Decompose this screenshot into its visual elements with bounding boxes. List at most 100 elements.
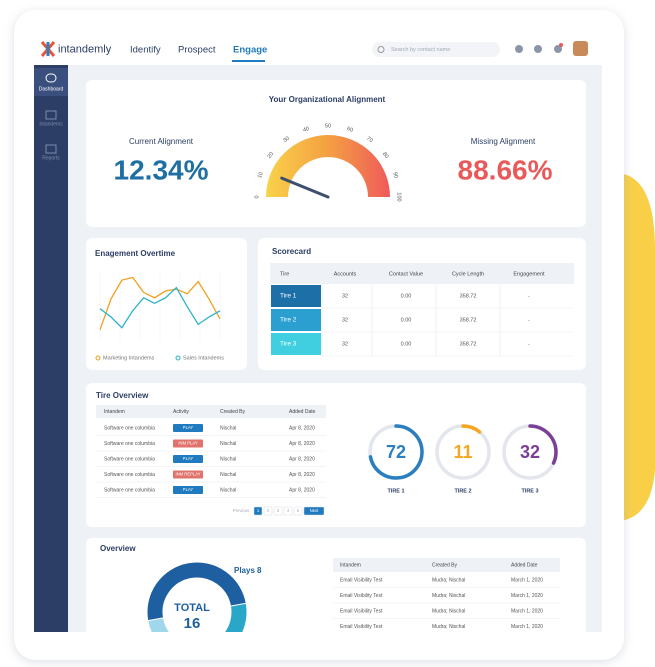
page-label[interactable]: 1	[257, 508, 260, 513]
ring-arc	[528, 424, 558, 465]
brand: intandemly	[58, 43, 112, 55]
tire-overview-card	[86, 383, 586, 527]
page-label[interactable]: 2	[267, 508, 270, 513]
page-button[interactable]	[293, 506, 303, 516]
gauge-tick-label: 80	[381, 151, 389, 159]
column-header: Created By	[220, 409, 246, 415]
search-placeholder: Search by contact name	[391, 47, 450, 53]
sidebar-link[interactable]: Intandems	[39, 121, 63, 127]
gauge-tick-label: 0	[254, 195, 260, 198]
table-cell: 358.72	[460, 341, 477, 347]
page-button[interactable]	[253, 506, 263, 516]
table-cell: Tire 1	[280, 293, 297, 300]
activity-label: PLAY	[183, 487, 194, 492]
card-title: Overview	[100, 544, 136, 553]
card-title: Tire Overview	[96, 391, 149, 400]
activity-label: INM PLAY	[178, 441, 197, 446]
card-title: Your Organizational Alignment	[269, 95, 386, 104]
table-cell: Apr 8, 2020	[289, 456, 315, 462]
gauge-tick-label: 90	[391, 171, 399, 179]
activity-badge	[173, 424, 203, 432]
column-header: Created By	[432, 562, 458, 568]
ring-arc	[368, 424, 424, 480]
notify-icon[interactable]	[554, 45, 562, 53]
ring-label: TIRE 1	[387, 488, 404, 494]
legend-swatch	[175, 355, 181, 361]
table-cell: Apr 8, 2020	[289, 472, 315, 478]
page-label[interactable]: Previous	[233, 508, 249, 513]
page-button[interactable]	[273, 506, 283, 516]
column-header: Accounts	[334, 271, 357, 277]
ring-label: TIRE 3	[521, 488, 538, 494]
ring-value: 72	[386, 442, 406, 462]
sidebar-link[interactable]: Reports	[42, 155, 60, 161]
table-cell: -	[528, 317, 530, 323]
page-button[interactable]	[263, 506, 273, 516]
table-cell: Nischal	[220, 487, 236, 493]
table-cell: March 1, 2020	[511, 593, 543, 599]
metric-value: 12.34%	[114, 154, 209, 185]
column-header: Intandem	[340, 562, 361, 568]
ring-label: TIRE 2	[454, 488, 471, 494]
nav-link[interactable]: Engage	[233, 45, 267, 56]
donut-segment	[147, 617, 171, 632]
donut-segment	[223, 602, 248, 632]
gauge-needle	[280, 176, 330, 199]
table-cell: Tire 3	[280, 341, 297, 348]
nav-link[interactable]: Identify	[130, 45, 161, 56]
table-cell: Email Visibility Test	[340, 624, 383, 630]
table-cell: Nischal	[220, 456, 236, 462]
gauge-tick-label: 60	[346, 126, 354, 134]
donut-segment	[146, 561, 247, 622]
table-cell: 32	[342, 341, 348, 347]
table-cell: Mudra; Nischal	[432, 624, 465, 630]
table-cell: 0.00	[401, 341, 412, 347]
activity-badge	[173, 439, 203, 448]
tips-icon[interactable]	[534, 45, 542, 53]
tire-cell	[271, 309, 321, 331]
table-cell: Mudra; Nischal	[432, 608, 465, 614]
search-box[interactable]	[372, 42, 500, 57]
gauge-arc	[266, 135, 390, 197]
table-cell: Apr 8, 2020	[289, 425, 315, 431]
card-title: Scorecard	[272, 247, 311, 256]
search-icon	[377, 46, 385, 53]
table-cell: 0.00	[401, 317, 412, 323]
metric-label: Current Alignment	[129, 137, 194, 146]
notify-dot	[559, 43, 563, 47]
donut-legend-name: Plays	[234, 566, 255, 575]
gauge-tick-label: 100	[396, 192, 402, 201]
line-series	[99, 276, 221, 331]
sidebar-link[interactable]: Dashboard	[39, 86, 64, 92]
table-header	[270, 263, 574, 284]
page-button[interactable]	[283, 506, 293, 516]
gauge-tick-label: 20	[267, 151, 275, 159]
donut-total-label: TOTAL	[174, 602, 210, 614]
help-icon[interactable]	[515, 45, 523, 53]
table-cell: Nischal	[220, 472, 236, 478]
page-label[interactable]: Next	[310, 508, 319, 513]
table-cell: Mudra; Nischal	[432, 593, 465, 599]
activity-badge	[173, 455, 203, 463]
page-label[interactable]: 5	[297, 508, 300, 513]
table-cell: Software one columbia	[104, 487, 155, 493]
gauge-tick-label: 30	[282, 136, 290, 144]
engagement-card	[86, 238, 247, 370]
column-header: Tire	[280, 271, 289, 277]
activity-label: PLAY	[183, 425, 194, 430]
page-button[interactable]	[303, 506, 325, 516]
table-cell: Tire 2	[280, 317, 297, 324]
nav-link[interactable]: Prospect	[178, 45, 216, 56]
avatar[interactable]	[573, 41, 588, 56]
activity-label: INM REPLAY	[175, 472, 200, 477]
tire-cell	[271, 333, 321, 355]
table-cell: Email Visibility Test	[340, 593, 383, 599]
page-label[interactable]: 4	[287, 508, 290, 513]
table-cell: Software one columbia	[104, 441, 155, 447]
table-cell: Nischal	[220, 425, 236, 431]
table-cell: Software one columbia	[104, 425, 155, 431]
dashboard-icon	[45, 73, 57, 83]
page-label[interactable]: 3	[277, 508, 280, 513]
legend-swatch	[95, 355, 101, 361]
column-header: Added Date	[289, 409, 316, 415]
